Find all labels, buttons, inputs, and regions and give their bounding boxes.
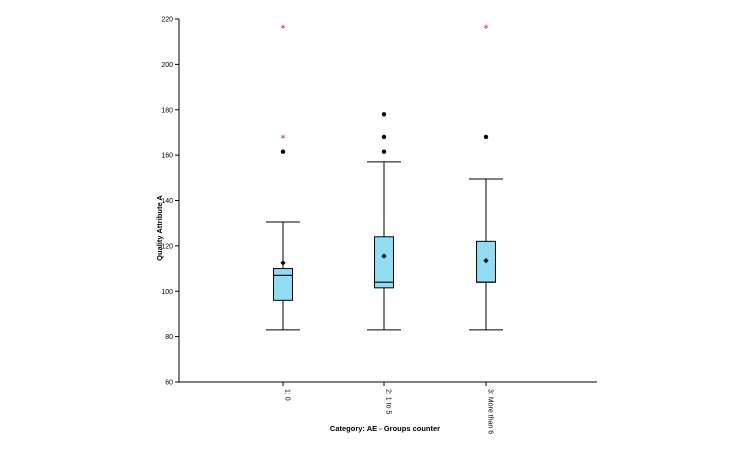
y-tick-label: 100 [161, 289, 173, 296]
box-group: ** [266, 23, 300, 331]
y-tick-label: 220 [161, 17, 173, 24]
mean-marker [483, 258, 489, 264]
extreme-point: * [484, 23, 489, 34]
extreme-point: * [281, 23, 286, 34]
y-tick-label: 80 [165, 334, 173, 341]
y-tick-label: 140 [161, 198, 173, 205]
x-axis-title: Category: AE - Groups counter [330, 424, 440, 433]
x-tick-label: 1: 0 [284, 389, 291, 401]
boxes: ** * [266, 23, 503, 331]
x-tick-label: 2: 1 to 5 [385, 389, 392, 414]
y-tick-label: 120 [161, 243, 173, 250]
y-tick-label: 60 [165, 380, 173, 387]
outlier-point [381, 134, 387, 140]
outlier-point [280, 149, 286, 154]
outlier-point [381, 112, 387, 117]
x-axis-ticks: 1: 0 2: 1 to 5 3: More than 6 [282, 382, 494, 434]
outlier-point [381, 149, 387, 154]
box-group [367, 112, 401, 331]
y-axis-ticks: 60 80 100 120 140 160 180 200 220 [161, 17, 179, 387]
extreme-point: * [281, 133, 286, 144]
y-axis-title: Quality Attribute A [155, 195, 164, 261]
y-tick-label: 160 [161, 153, 173, 160]
box-group: * [469, 23, 503, 331]
outlier-point [483, 134, 489, 140]
mean-marker [280, 260, 286, 266]
box [273, 268, 293, 301]
y-tick-label: 180 [161, 107, 173, 114]
box [374, 236, 394, 289]
mean-marker [381, 253, 387, 259]
axes [178, 19, 597, 383]
y-tick-label: 200 [161, 62, 173, 69]
x-tick-label: 3: More than 6 [487, 389, 494, 434]
